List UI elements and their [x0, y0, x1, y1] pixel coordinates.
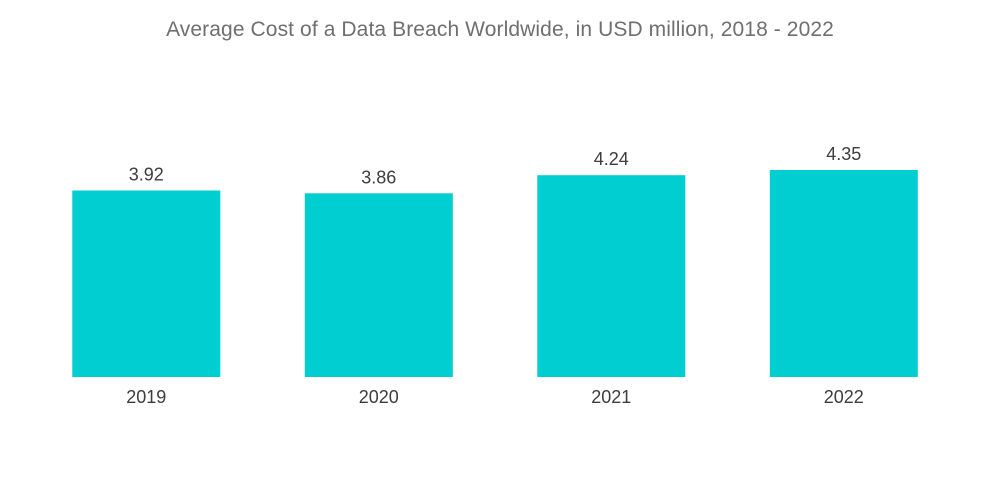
bar-2019 [72, 190, 221, 377]
bars-group [72, 170, 918, 377]
bar-2021 [537, 175, 686, 377]
value-labels-group: 3.92 3.86 4.24 4.35 [129, 144, 862, 187]
x-axis-ticks: 2019 2020 2021 2022 [126, 387, 864, 407]
x-tick-label-2019: 2019 [126, 387, 166, 407]
bar-2020 [304, 193, 453, 377]
bar-2022 [769, 170, 918, 377]
chart-title: Average Cost of a Data Breach Worldwide,… [166, 18, 834, 41]
value-label-2022: 4.35 [826, 144, 861, 164]
value-label-2019: 3.92 [129, 165, 164, 185]
x-tick-label-2022: 2022 [824, 387, 864, 407]
x-tick-label-2021: 2021 [591, 387, 631, 407]
value-label-2021: 4.24 [594, 149, 629, 169]
x-tick-label-2020: 2020 [359, 387, 399, 407]
value-label-2020: 3.86 [361, 167, 396, 187]
